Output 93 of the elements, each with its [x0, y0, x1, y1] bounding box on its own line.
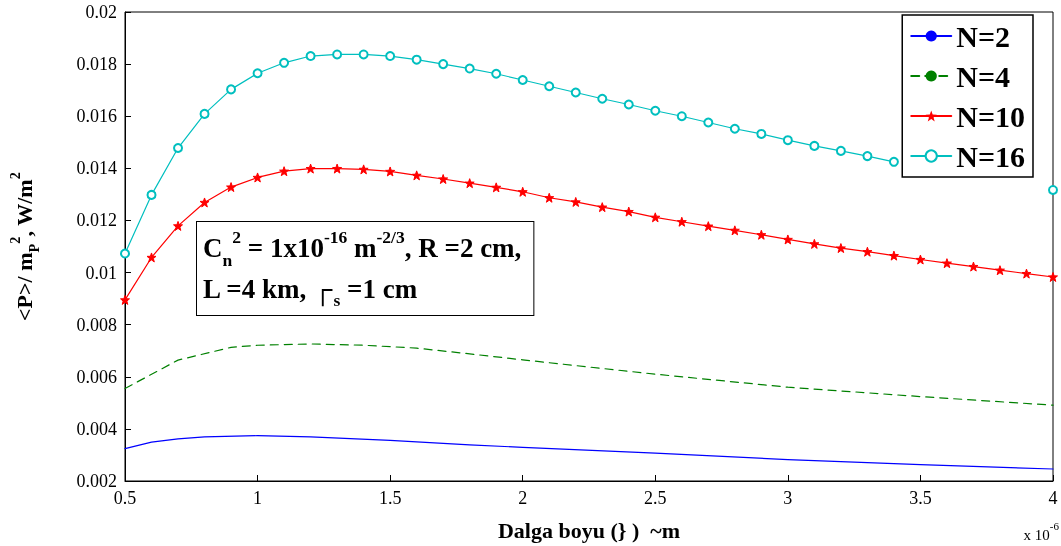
point [358, 164, 369, 175]
point [862, 151, 873, 162]
legend-label: N=10 [956, 99, 1026, 133]
x-tick-label: 2.5 [644, 488, 667, 508]
point [438, 174, 449, 185]
y-tick-label: 0.02 [85, 2, 117, 22]
point [597, 202, 608, 213]
legend-label: N=16 [956, 139, 1026, 173]
point [809, 140, 820, 151]
y-tick-label: 0.004 [76, 418, 117, 439]
y-tick-label: 0.012 [76, 210, 117, 231]
y-tick-label: 0.008 [76, 314, 117, 335]
point [782, 234, 793, 245]
point [252, 172, 263, 183]
point [332, 163, 343, 174]
point [809, 238, 820, 249]
y-tick-label: 0.014 [76, 158, 117, 179]
point [756, 128, 767, 139]
point [438, 59, 449, 70]
point [120, 294, 130, 305]
point [464, 63, 475, 74]
point [862, 246, 873, 257]
point [146, 189, 157, 200]
point [994, 265, 1005, 276]
point [385, 51, 396, 62]
y-tick-label: 0.018 [76, 54, 117, 75]
point [279, 57, 290, 68]
point [835, 145, 846, 156]
x-tick-label: 3 [783, 488, 793, 508]
point [729, 225, 740, 236]
point [332, 49, 343, 60]
point [517, 186, 528, 197]
point [411, 170, 422, 181]
y-tick-label: 0.006 [76, 366, 117, 387]
point [703, 117, 714, 128]
point [570, 87, 581, 98]
point [491, 182, 502, 193]
point [703, 221, 714, 232]
point [915, 254, 926, 265]
point [146, 252, 157, 263]
point [623, 99, 634, 110]
point [226, 84, 237, 95]
x-tick-label: 1.5 [378, 488, 402, 508]
point [544, 192, 555, 203]
point [1048, 271, 1058, 282]
point [729, 123, 740, 134]
point [676, 111, 687, 122]
point [676, 216, 687, 227]
point [650, 105, 661, 116]
y-tick-label: 0.01 [85, 262, 117, 283]
point [411, 54, 422, 65]
point [756, 229, 767, 240]
point [199, 197, 210, 208]
point [888, 156, 899, 167]
point [173, 143, 184, 154]
x-tick-label: 1 [253, 488, 263, 508]
x-tick-label: 2 [518, 488, 528, 508]
point [782, 135, 793, 146]
point [623, 206, 634, 217]
x-axis-title: Dalga boyu (} ) ~m [497, 517, 681, 543]
point [385, 166, 396, 177]
point [252, 68, 263, 79]
point [305, 163, 316, 174]
point [544, 81, 555, 92]
point [279, 166, 290, 177]
x-tick-label: 3.5 [909, 488, 932, 508]
point [968, 261, 979, 272]
y-axis-title: <P>/ mP2, W/m2 [7, 172, 42, 321]
point [1048, 184, 1058, 195]
point [120, 248, 130, 259]
point [941, 258, 952, 269]
point [888, 250, 899, 261]
line-series [124, 435, 1054, 470]
line-series [124, 343, 1054, 406]
point [597, 93, 608, 104]
y-tick-label: 0.002 [76, 471, 117, 491]
legend-label: N=4 [956, 59, 1011, 93]
point [1021, 268, 1032, 279]
point [199, 108, 210, 119]
point [226, 182, 237, 193]
point [517, 75, 528, 85]
x-tick-label: 4 [1048, 488, 1058, 508]
point [835, 243, 846, 254]
point [305, 51, 316, 62]
point [464, 178, 475, 189]
point [650, 212, 661, 223]
point [173, 220, 184, 231]
point [358, 49, 369, 60]
point [491, 68, 502, 79]
point [570, 196, 581, 207]
y-tick-label: 0.016 [76, 106, 117, 127]
x-tick-label: 0.5 [113, 488, 137, 508]
legend-label: N=2 [956, 19, 1011, 53]
